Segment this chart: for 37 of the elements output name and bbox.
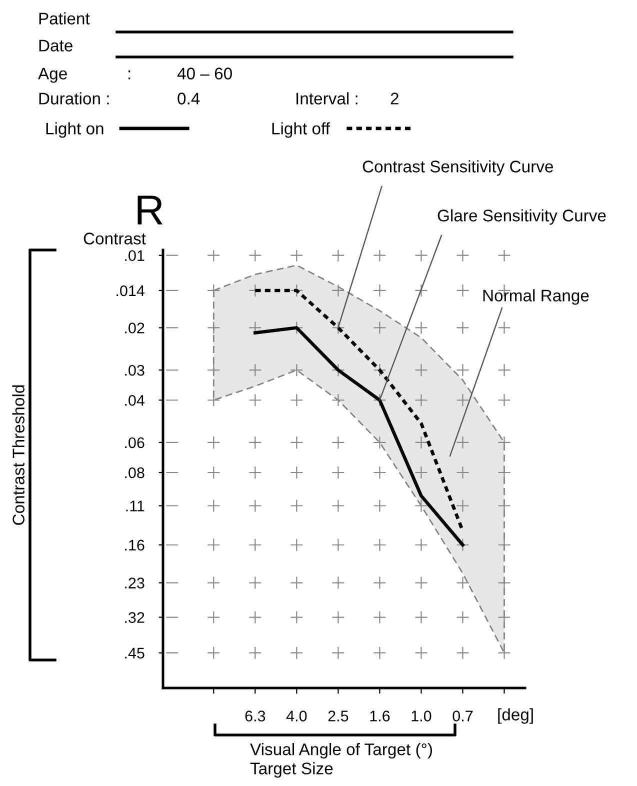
- annotation: Contrast Sensitivity Curve: [362, 160, 553, 176]
- y-tick-label: .01: [125, 250, 144, 262]
- x-tick-label: 2.5: [328, 710, 348, 722]
- y-tick-label: .32: [125, 612, 144, 623]
- y-tick-label: .02: [125, 322, 144, 334]
- text: 40 – 60: [177, 68, 232, 80]
- text: 2: [390, 92, 398, 104]
- x-tick-label: 0.7: [452, 710, 473, 722]
- y-tick-label: .03: [125, 364, 144, 376]
- text: 0.4: [178, 92, 200, 104]
- x-axis-title: Visual Angle of Target (°) Target Size: [250, 743, 432, 778]
- y-tick-label: .45: [125, 648, 144, 659]
- y-tick-label: .11: [126, 500, 144, 512]
- text: Contrast Threshold: [12, 385, 24, 525]
- annotation: Normal Range: [483, 289, 589, 305]
- x-tick-label: 1.6: [370, 710, 390, 722]
- legend-label: Light off: [272, 122, 330, 138]
- y-tick-label: .23: [125, 578, 144, 588]
- y-tick-label: .06: [125, 437, 144, 448]
- text: Patient: [39, 12, 90, 24]
- y-tick-label: .04: [125, 394, 144, 406]
- legend-label: Light on: [46, 122, 104, 138]
- text: :: [128, 70, 130, 80]
- text: Contrast: [84, 232, 146, 244]
- text: [deg]: [498, 708, 533, 724]
- x-tick-label: 1.0: [412, 710, 432, 722]
- text: Duration :: [39, 92, 109, 104]
- annotation: Glare Sensitivity Curve: [438, 209, 606, 225]
- text: Interval :: [296, 92, 358, 104]
- y-tick-label: .08: [125, 467, 144, 478]
- chart-title: R: [138, 196, 162, 224]
- x-tick-label: 4.0: [286, 710, 307, 722]
- y-tick-label: .014: [116, 285, 144, 296]
- text: Age: [38, 68, 67, 83]
- y-tick-label: .16: [125, 540, 144, 551]
- x-tick-label: 6.3: [245, 710, 266, 722]
- text: Date: [39, 40, 72, 52]
